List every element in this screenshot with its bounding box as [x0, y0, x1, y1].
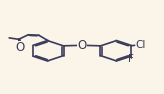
- Text: F: F: [128, 54, 134, 64]
- Text: Cl: Cl: [135, 40, 145, 50]
- Text: O: O: [77, 39, 87, 52]
- Text: O: O: [15, 41, 24, 54]
